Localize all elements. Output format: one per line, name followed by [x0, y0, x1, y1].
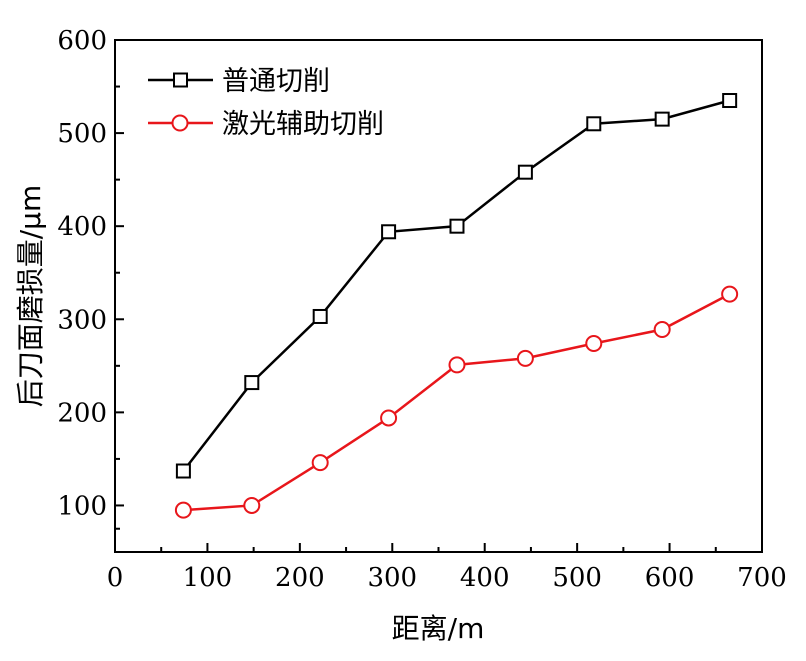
- y-axis-ticks: 100 200 300 400 500 600: [57, 26, 124, 530]
- data-point-square: [175, 463, 191, 479]
- y-tick-label: 200: [57, 398, 107, 428]
- x-tick-label: 600: [645, 563, 695, 593]
- data-point-circle: [721, 285, 739, 303]
- data-point-square: [654, 111, 670, 127]
- x-tick-label: 100: [183, 563, 233, 593]
- legend-label-1: 普通切削: [222, 66, 330, 97]
- data-point-square: [244, 375, 260, 391]
- series-line-1: [182, 99, 730, 472]
- x-axis-ticks: 0 100 200 300 400 500 600 700: [107, 543, 787, 593]
- x-tick-label: 700: [737, 563, 787, 593]
- y-tick-label: 600: [57, 26, 107, 56]
- x-tick-label: 400: [460, 563, 510, 593]
- data-point-square: [517, 164, 533, 180]
- x-tick-label: 200: [275, 563, 325, 593]
- data-point-circle: [311, 454, 329, 472]
- data-point-circle: [653, 321, 671, 339]
- x-tick-label: 300: [367, 563, 417, 593]
- data-point-square: [449, 218, 465, 234]
- y-axis-label: 后刀面磨损量/μm: [14, 185, 47, 408]
- data-point-square: [381, 224, 397, 240]
- data-point-circle: [448, 356, 466, 374]
- x-tick-label: 500: [552, 563, 602, 593]
- series-line-2: [183, 293, 731, 512]
- data-point-circle: [174, 501, 192, 519]
- x-axis-label: 距离/m: [392, 612, 485, 645]
- legend-marker-square: [173, 72, 188, 88]
- data-point-circle: [380, 409, 398, 427]
- y-tick-label: 400: [57, 212, 107, 242]
- data-point-square: [586, 116, 602, 132]
- y-tick-label: 300: [57, 305, 107, 335]
- legend-label-2: 激光辅助切削: [222, 109, 384, 140]
- data-point-square: [722, 93, 738, 109]
- legend-marker-circle: [171, 114, 189, 132]
- data-point-circle: [516, 349, 534, 367]
- data-point-square: [312, 308, 328, 324]
- y-tick-label: 100: [57, 491, 107, 521]
- x-tick-label: 0: [107, 563, 124, 593]
- y-tick-label: 500: [57, 119, 107, 149]
- data-point-circle: [585, 334, 603, 352]
- data-point-circle: [243, 496, 261, 514]
- series-layer: [174, 93, 739, 519]
